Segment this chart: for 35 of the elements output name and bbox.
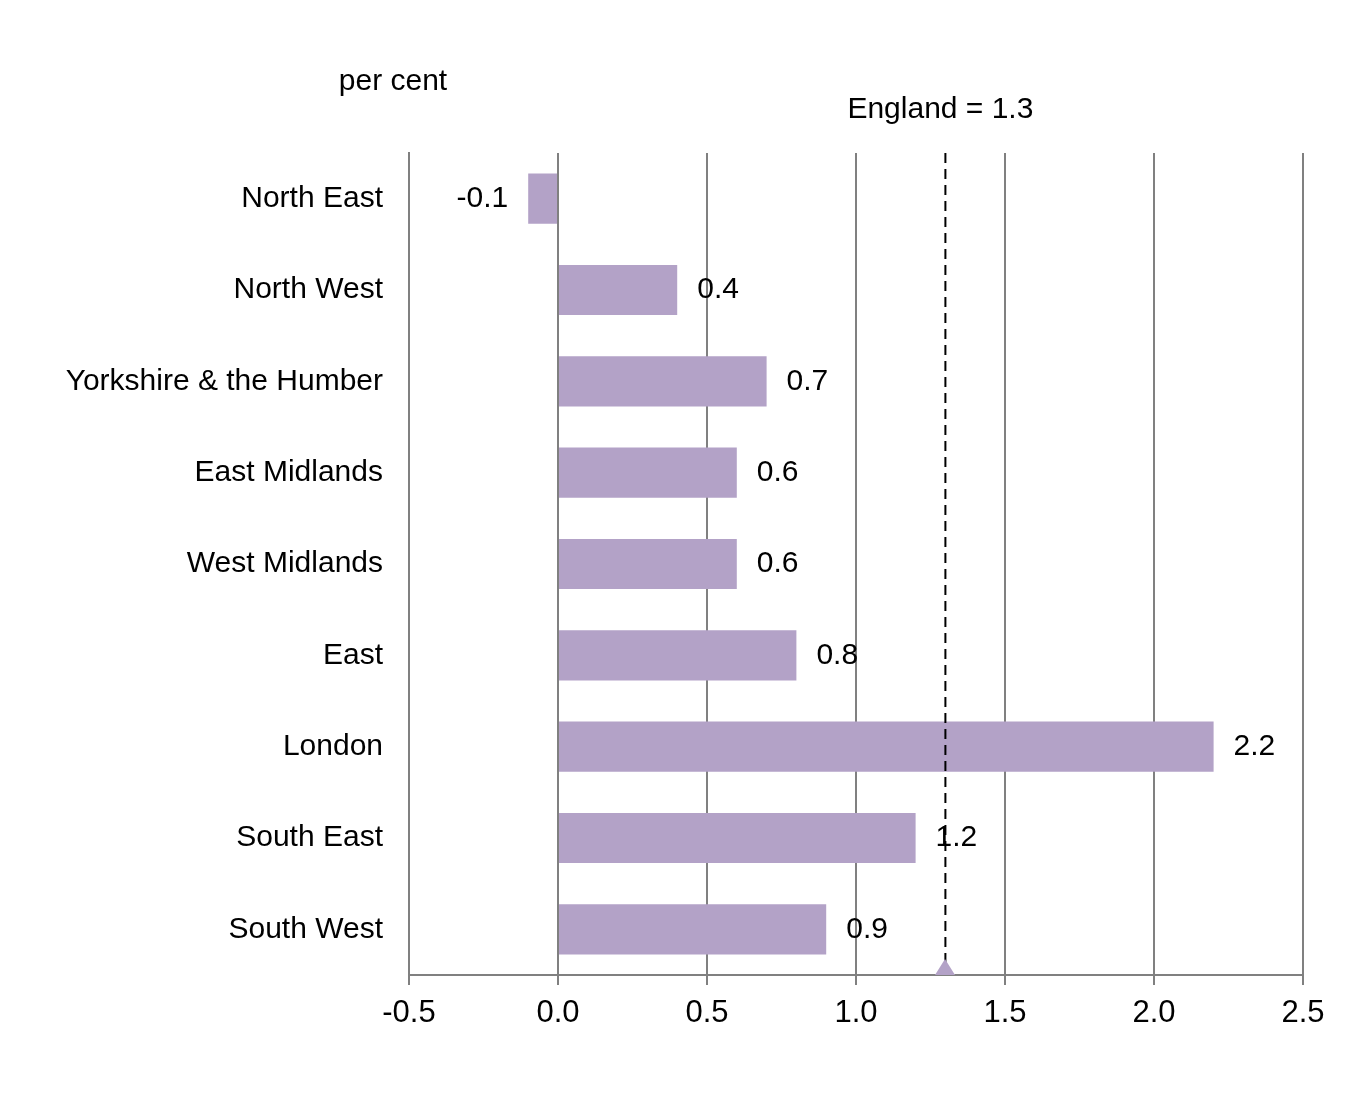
data-label: 0.9 <box>846 910 888 944</box>
y-tick-label: South East <box>236 819 384 853</box>
bar <box>559 630 797 681</box>
y-tick-label: North West <box>233 271 384 305</box>
y-tick-label: Yorkshire & the Humber <box>65 362 384 396</box>
data-label: 0.7 <box>786 362 829 396</box>
y-tick-label: East <box>322 636 384 670</box>
x-tick-label: 2.0 <box>1132 994 1176 1030</box>
data-label: 0.4 <box>697 271 739 305</box>
x-tick-label: 0.5 <box>685 994 729 1030</box>
x-tick-label: 1.5 <box>983 994 1027 1030</box>
data-label: 0.6 <box>756 545 799 579</box>
x-tick-label: 1.0 <box>834 994 878 1030</box>
y-tick-label: North East <box>241 179 384 213</box>
bar <box>559 538 737 590</box>
data-label: 0.8 <box>816 636 859 670</box>
bar <box>559 812 916 864</box>
bar <box>559 356 767 407</box>
y-tick-label: East Midlands <box>194 453 383 487</box>
x-tick-label: 0.0 <box>536 994 580 1030</box>
bar <box>528 173 557 224</box>
ref-line-label: England = 1.3 <box>847 91 1034 125</box>
x-axis-title: per cent <box>338 63 448 97</box>
bar <box>559 447 737 498</box>
bar <box>559 721 1214 772</box>
bar <box>559 904 827 955</box>
data-label: 0.6 <box>756 453 799 487</box>
bar <box>559 264 678 316</box>
data-label: 2.2 <box>1233 727 1276 761</box>
y-tick-label: London <box>282 727 383 761</box>
data-label: -0.1 <box>456 179 509 213</box>
y-tick-label: West Midlands <box>186 545 383 579</box>
x-tick-label: 2.5 <box>1281 994 1325 1030</box>
x-tick-label: -0.5 <box>382 994 436 1030</box>
y-tick-label: South West <box>228 910 384 944</box>
